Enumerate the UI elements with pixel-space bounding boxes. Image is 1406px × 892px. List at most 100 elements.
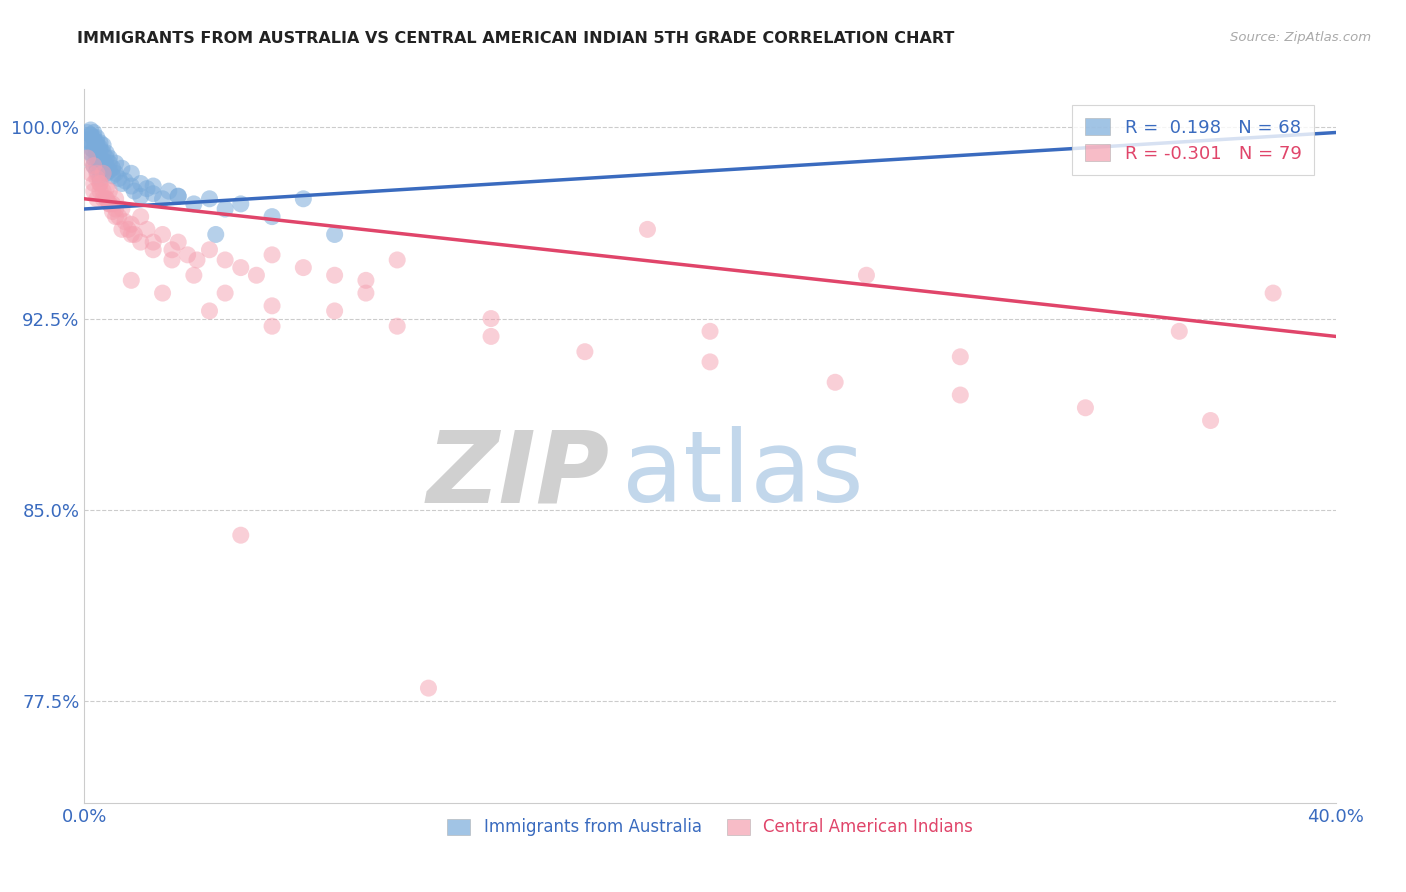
Text: ZIP: ZIP — [427, 426, 610, 523]
Point — [124, 184, 146, 198]
Point — [89, 177, 111, 191]
Point — [229, 197, 252, 211]
Point — [83, 159, 105, 173]
Point — [79, 136, 101, 150]
Point — [107, 171, 129, 186]
Point — [79, 128, 101, 142]
Point — [96, 181, 118, 195]
Point — [83, 126, 105, 140]
Point — [114, 215, 136, 229]
Point — [418, 681, 440, 695]
Point — [107, 210, 129, 224]
Point — [98, 184, 121, 198]
Point — [101, 169, 124, 183]
Point — [101, 197, 124, 211]
Point — [262, 299, 284, 313]
Point — [124, 227, 146, 242]
Point — [86, 163, 108, 178]
Point — [1168, 324, 1191, 338]
Point — [91, 145, 114, 160]
Point — [292, 192, 315, 206]
Point — [86, 166, 108, 180]
Point — [83, 130, 105, 145]
Point — [101, 204, 124, 219]
Text: IMMIGRANTS FROM AUSTRALIA VS CENTRAL AMERICAN INDIAN 5TH GRADE CORRELATION CHART: IMMIGRANTS FROM AUSTRALIA VS CENTRAL AME… — [77, 31, 955, 46]
Point — [111, 177, 134, 191]
Point — [183, 197, 205, 211]
Point — [79, 141, 101, 155]
Point — [89, 136, 111, 150]
Point — [79, 123, 101, 137]
Point — [167, 189, 190, 203]
Point — [167, 235, 190, 249]
Point — [323, 268, 346, 283]
Point — [83, 177, 105, 191]
Point — [104, 156, 127, 170]
Point — [136, 181, 159, 195]
Point — [160, 243, 183, 257]
Point — [176, 248, 198, 262]
Point — [89, 141, 111, 155]
Point — [86, 145, 108, 160]
Point — [96, 145, 118, 160]
Point — [1074, 401, 1097, 415]
Legend: Immigrants from Australia, Central American Indians: Immigrants from Australia, Central Ameri… — [436, 806, 984, 848]
Point — [83, 138, 105, 153]
Point — [89, 184, 111, 198]
Point — [104, 210, 127, 224]
Point — [76, 126, 98, 140]
Point — [83, 151, 105, 165]
Point — [949, 350, 972, 364]
Point — [104, 192, 127, 206]
Point — [949, 388, 972, 402]
Point — [354, 273, 377, 287]
Point — [699, 324, 721, 338]
Point — [855, 268, 877, 283]
Point — [86, 192, 108, 206]
Point — [824, 376, 846, 390]
Point — [262, 210, 284, 224]
Point — [83, 159, 105, 173]
Point — [229, 260, 252, 275]
Point — [323, 304, 346, 318]
Point — [86, 171, 108, 186]
Point — [214, 286, 236, 301]
Point — [98, 151, 121, 165]
Point — [89, 163, 111, 178]
Point — [91, 192, 114, 206]
Point — [129, 189, 152, 203]
Point — [142, 186, 165, 201]
Point — [385, 252, 409, 267]
Point — [129, 235, 152, 249]
Point — [76, 151, 98, 165]
Point — [120, 166, 142, 180]
Point — [111, 222, 134, 236]
Point — [104, 202, 127, 216]
Point — [323, 227, 346, 242]
Point — [262, 248, 284, 262]
Point — [262, 319, 284, 334]
Point — [89, 171, 111, 186]
Point — [214, 202, 236, 216]
Point — [86, 130, 108, 145]
Point — [152, 192, 174, 206]
Point — [117, 222, 139, 236]
Text: Source: ZipAtlas.com: Source: ZipAtlas.com — [1230, 31, 1371, 45]
Point — [479, 329, 502, 343]
Point — [479, 311, 502, 326]
Point — [76, 133, 98, 147]
Point — [83, 184, 105, 198]
Point — [160, 252, 183, 267]
Point — [198, 243, 221, 257]
Point — [186, 252, 208, 267]
Point — [214, 252, 236, 267]
Point — [385, 319, 409, 334]
Point — [229, 528, 252, 542]
Point — [574, 344, 596, 359]
Point — [142, 235, 165, 249]
Point — [120, 227, 142, 242]
Point — [1199, 413, 1222, 427]
Point — [167, 189, 190, 203]
Point — [91, 166, 114, 180]
Point — [111, 202, 134, 216]
